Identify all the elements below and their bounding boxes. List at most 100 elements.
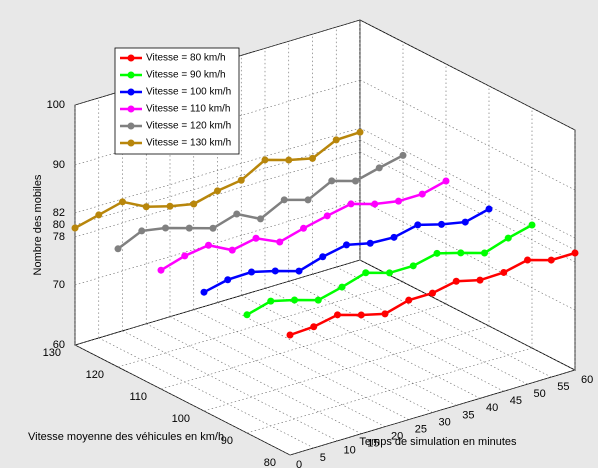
point: [237, 176, 245, 184]
point: [371, 200, 379, 208]
point: [362, 269, 370, 277]
grid-line: [169, 316, 386, 427]
point: [438, 220, 445, 228]
legend-label: Vitesse = 120 km/h: [146, 121, 231, 132]
point: [304, 196, 312, 204]
grid-line: [203, 325, 490, 412]
legend-box: [114, 47, 240, 155]
point: [162, 224, 169, 232]
z-tick-label: 82: [53, 207, 65, 219]
point: [343, 241, 350, 249]
grid-line: [359, 151, 576, 263]
y-axis-label: Vitesse moyenne des véhicules en km/h: [28, 431, 224, 443]
grid-line: [264, 288, 481, 399]
x-tick-label: 30: [439, 416, 451, 428]
legend-label: Vitesse = 100 km/h: [146, 87, 231, 98]
point: [310, 323, 318, 331]
point: [381, 310, 389, 318]
point: [485, 205, 493, 213]
x-tick-label: 5: [320, 452, 326, 464]
x-tick-label: 55: [557, 381, 569, 393]
point: [500, 268, 508, 276]
point: [357, 311, 365, 319]
x-tick-label: 60: [581, 374, 593, 386]
grid-line: [312, 273, 528, 385]
point: [571, 249, 579, 257]
point: [291, 296, 298, 304]
y-tick-label: 90: [221, 435, 233, 447]
point: [200, 288, 208, 296]
grid-line: [359, 19, 576, 131]
point: [323, 212, 331, 220]
point: [328, 177, 336, 185]
z-tick-label: 78: [53, 231, 65, 243]
legend-marker: [127, 88, 135, 96]
grid-line: [359, 127, 576, 239]
point: [181, 252, 189, 260]
point: [228, 246, 236, 254]
point: [166, 202, 174, 210]
point: [366, 239, 374, 247]
point: [280, 196, 288, 204]
point: [414, 221, 422, 229]
point: [252, 234, 260, 242]
z-tick-label: 80: [53, 219, 65, 231]
point: [375, 164, 383, 172]
legend-marker: [127, 54, 135, 62]
point: [504, 234, 512, 242]
x-tick-label: 15: [367, 438, 379, 450]
z-tick-label: 60: [53, 339, 65, 351]
grid-line: [246, 347, 533, 434]
point: [352, 177, 359, 185]
point: [114, 245, 122, 253]
legend-marker: [127, 122, 135, 130]
point: [332, 136, 340, 144]
point: [334, 311, 341, 319]
grid-line: [289, 369, 576, 456]
point: [190, 200, 198, 208]
legend-label: Vitesse = 110 km/h: [146, 104, 230, 115]
point: [224, 276, 232, 284]
grid-line: [241, 295, 457, 406]
x-tick-label: 45: [510, 395, 522, 407]
legend-marker: [127, 139, 135, 147]
point: [276, 238, 284, 246]
point: [271, 267, 279, 275]
point: [481, 249, 488, 257]
grid-line: [74, 127, 361, 214]
point: [71, 224, 79, 232]
point: [267, 297, 275, 305]
grid-line: [217, 302, 433, 413]
legend-label: Vitesse = 80 km/h: [146, 53, 226, 64]
point: [461, 218, 469, 226]
point: [142, 203, 150, 211]
x-axis-label: Temps de simulation en minutes: [359, 436, 517, 448]
point: [157, 266, 165, 274]
x-tick-label: 0: [296, 459, 302, 468]
grid-line: [288, 280, 504, 392]
grid-line: [336, 266, 552, 378]
point: [442, 177, 450, 185]
point: [248, 268, 255, 276]
point: [547, 256, 555, 264]
x-tick-label: 50: [534, 388, 546, 400]
point: [185, 224, 193, 232]
point: [409, 262, 417, 270]
point: [319, 253, 327, 261]
point: [433, 249, 441, 257]
point: [309, 154, 316, 162]
grid-line: [98, 337, 314, 449]
z-tick-label: 90: [53, 159, 65, 171]
y-tick-label: 80: [264, 457, 276, 468]
point: [295, 267, 303, 275]
point: [300, 224, 307, 232]
y-tick-label: 110: [129, 391, 147, 403]
y-tick-label: 130: [43, 347, 61, 359]
point: [356, 128, 364, 136]
grid-line: [117, 281, 404, 368]
point: [405, 296, 413, 304]
x-tick-label: 25: [415, 423, 427, 435]
x-tick-label: 10: [344, 445, 356, 457]
point: [285, 156, 293, 164]
